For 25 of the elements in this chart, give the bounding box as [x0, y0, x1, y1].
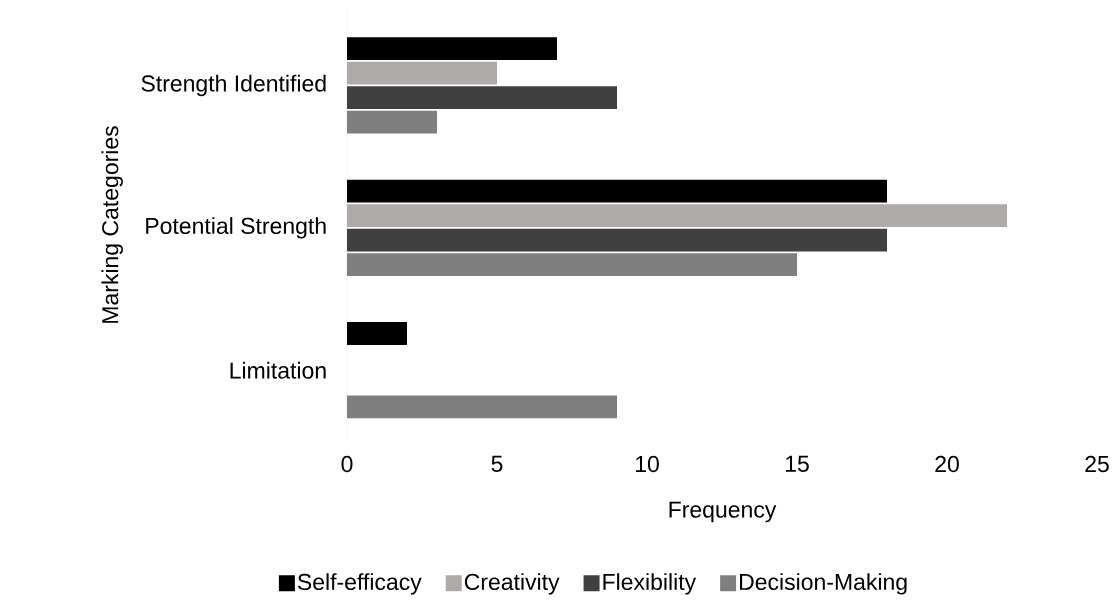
legend-label: Decision-Making	[740, 573, 907, 595]
bar	[347, 228, 888, 252]
legend-label: Creativity	[464, 573, 560, 595]
bar	[347, 61, 497, 85]
legend-label: Self-efficacy	[297, 573, 422, 595]
y-axis-title: Marking Categories	[101, 126, 123, 323]
y-tick-label: Limitation	[230, 361, 326, 379]
bar	[347, 179, 888, 203]
x-tick-label: 5	[491, 455, 503, 472]
bar	[347, 86, 617, 110]
y-tick-label: Strength Identified	[141, 74, 326, 97]
x-tick-label: 25	[1085, 455, 1109, 473]
bar	[347, 110, 437, 134]
bar	[347, 322, 407, 345]
bar	[347, 253, 798, 276]
y-tick-label: Potential Strength	[146, 217, 326, 239]
x-tick-label: 0	[341, 455, 353, 473]
x-tick-label: 10	[635, 455, 659, 473]
bar	[347, 395, 617, 419]
legend-label: Flexibility	[603, 573, 697, 595]
x-axis-title: Frequency	[669, 501, 777, 523]
bar	[347, 204, 1008, 227]
x-tick-label: 20	[935, 455, 959, 473]
bar	[347, 37, 557, 61]
x-tick-label: 15	[785, 455, 809, 472]
